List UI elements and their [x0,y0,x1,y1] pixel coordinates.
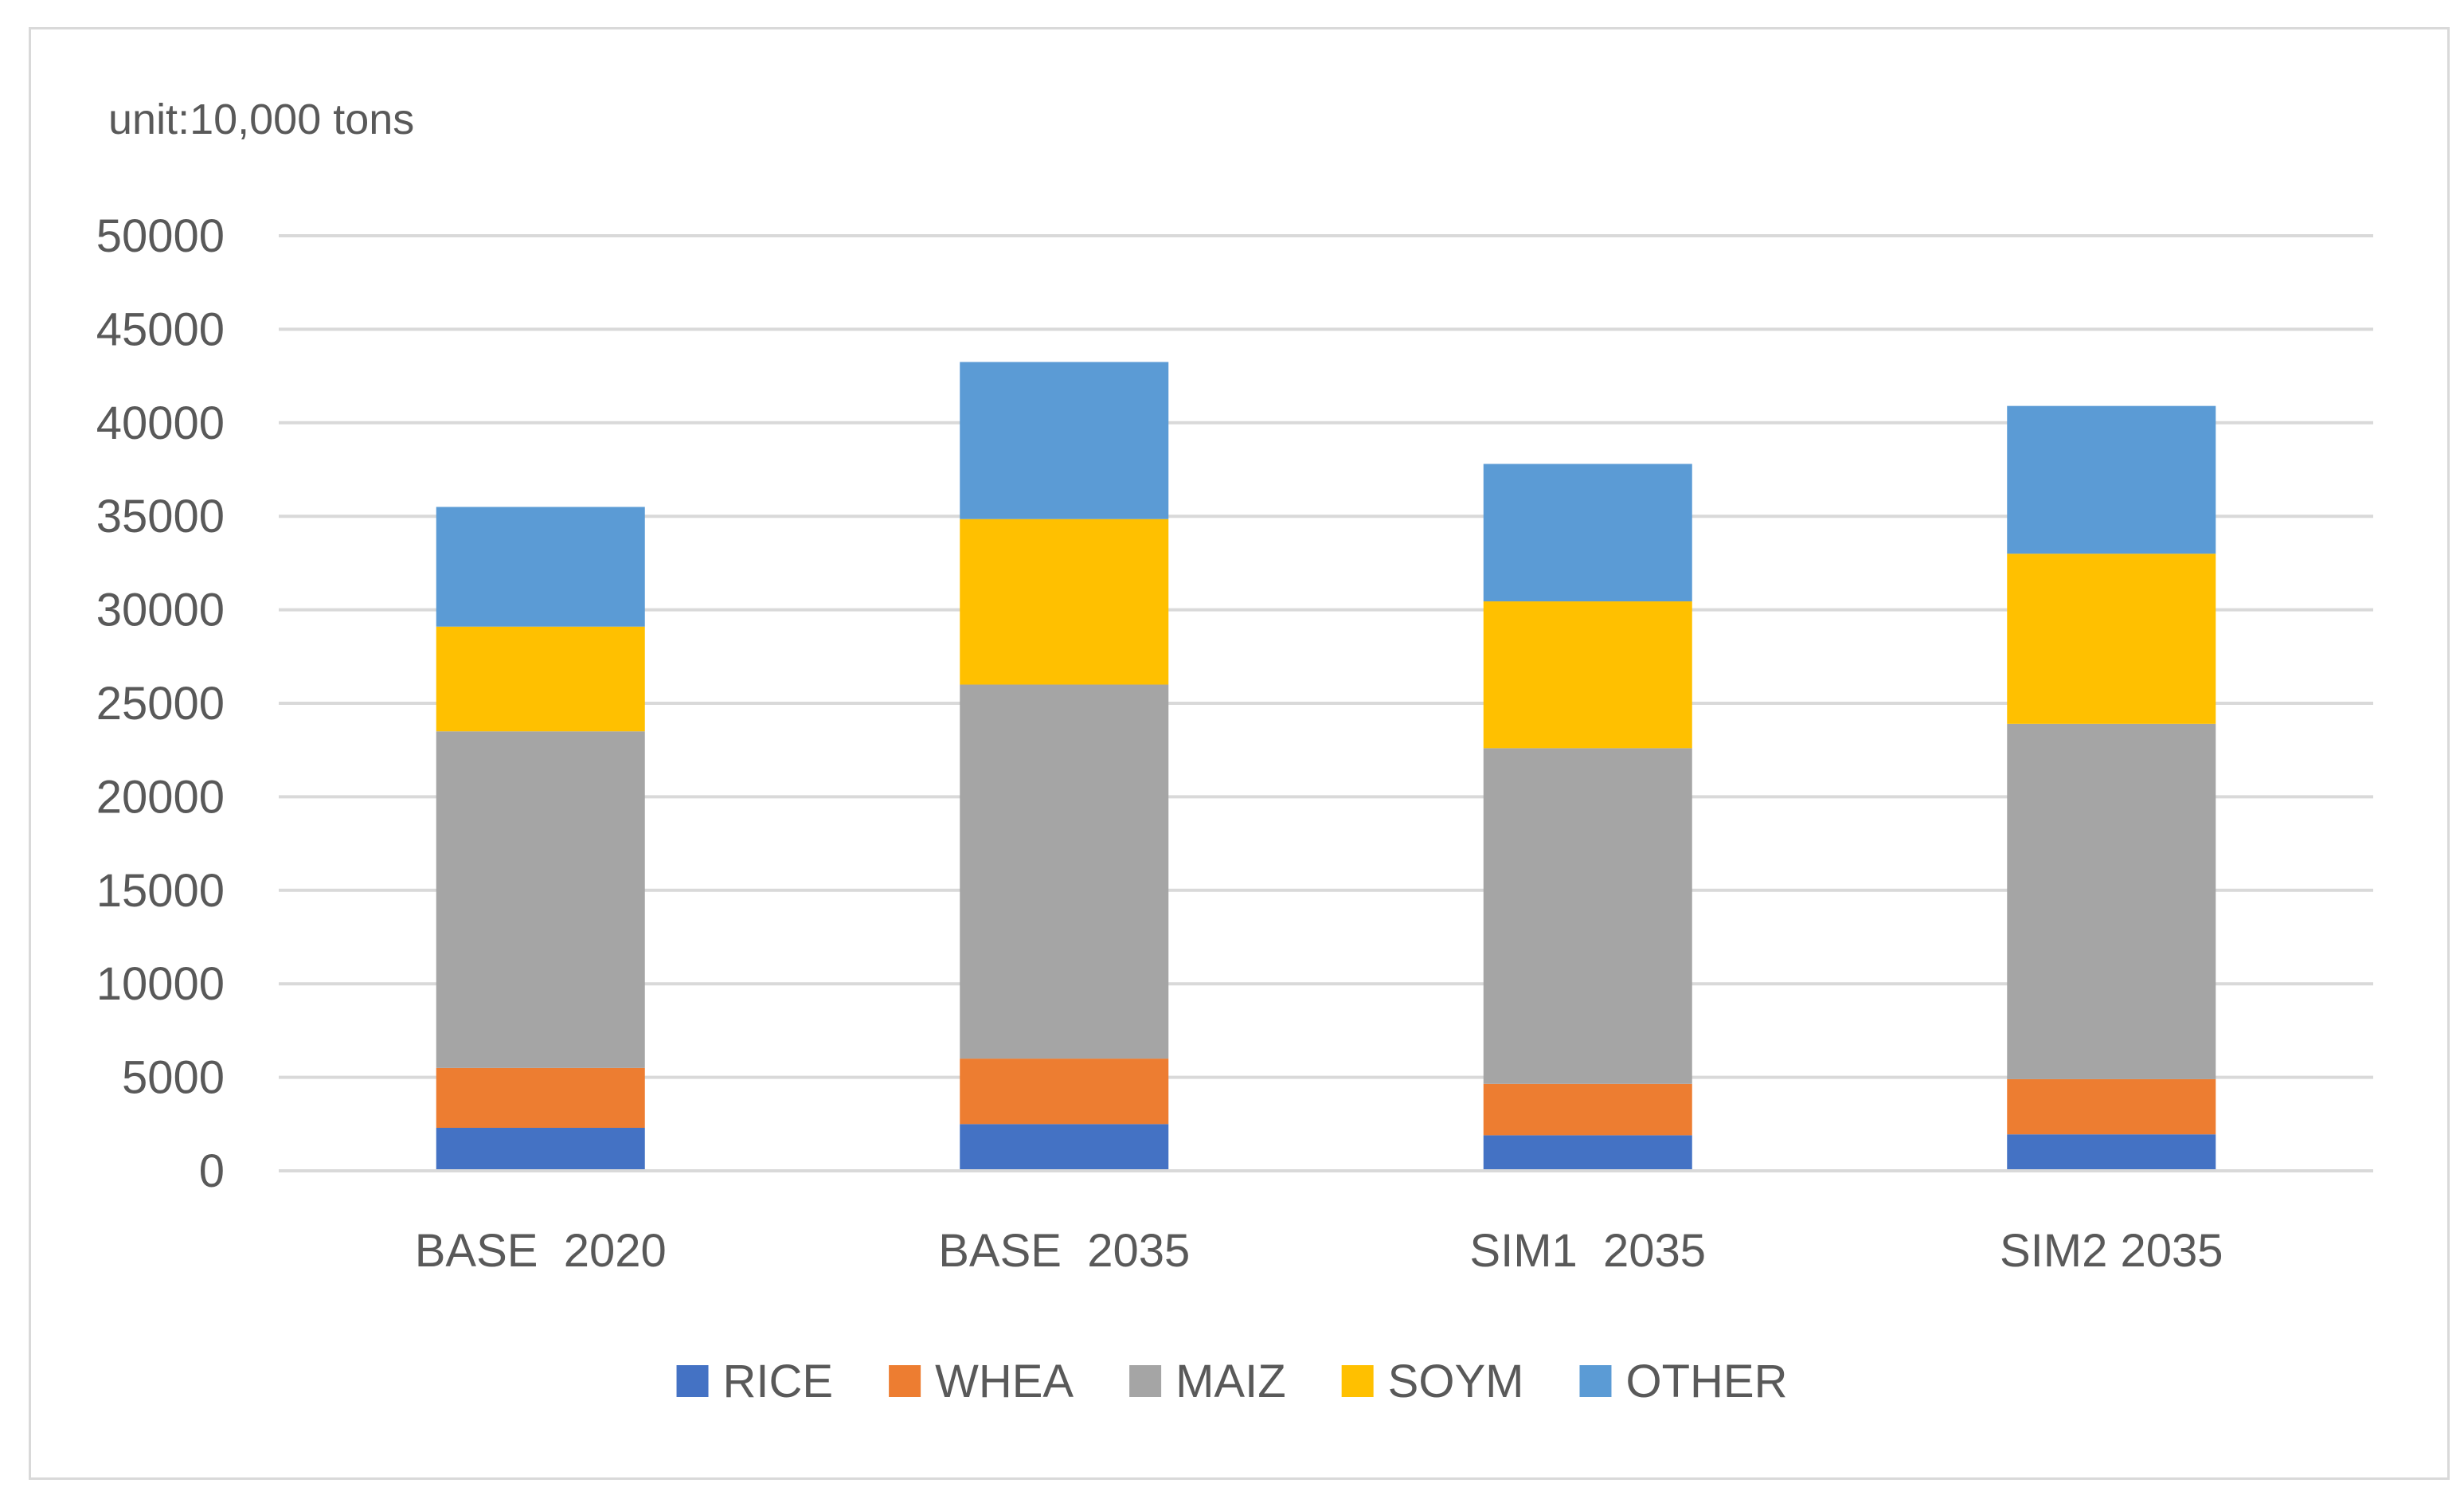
legend-label-rice: RICE [723,1356,834,1407]
x-category-label: BASE 2035 [938,1225,1190,1277]
bar-segment-other [1483,464,1692,602]
legend-label-soym: SOYM [1388,1356,1524,1407]
bar-segment-soym [436,626,645,732]
bar-segment-whea [960,1059,1169,1125]
bar-segment-soym [2007,554,2216,724]
bar-segment-rice [436,1127,645,1171]
legend-label-maiz: MAIZ [1175,1356,1286,1407]
bar-segment-whea [436,1067,645,1128]
legend-label-whea: WHEA [935,1356,1074,1407]
y-tick-label: 25000 [96,678,225,730]
bar-segment-rice [960,1124,1169,1171]
y-tick-label: 20000 [96,771,225,823]
x-axis-category-labels: BASE 2020 BASE 2035 SIM1 2035 SIM2 2035 [415,1225,2223,1277]
legend: RICE WHEA MAIZ SOYM OTHER [676,1356,1787,1407]
y-tick-label: 40000 [96,397,225,449]
y-tick-label: 30000 [96,585,225,636]
y-tick-label: 45000 [96,303,225,355]
y-tick-label: 0 [199,1145,225,1197]
bar-segment-maiz [960,684,1169,1059]
legend-swatch-other [1579,1365,1612,1397]
x-category-label: SIM1 2035 [1469,1225,1706,1277]
legend-swatch-whea [889,1365,921,1397]
bar-segment-other [436,507,645,627]
bar-segment-rice [2007,1134,2216,1171]
x-category-label: BASE 2020 [415,1225,667,1277]
bar-segment-maiz [2007,723,2216,1079]
legend-swatch-rice [676,1365,709,1397]
bar-segment-whea [2007,1078,2216,1135]
bars [436,362,2216,1171]
y-tick-label: 35000 [96,491,225,542]
legend-label-other: OTHER [1625,1356,1787,1407]
y-tick-label: 10000 [96,958,225,1010]
y-tick-label: 15000 [96,865,225,917]
x-category-label: SIM2 2035 [2000,1225,2223,1277]
bar-segment-maiz [1483,748,1692,1084]
bar-segment-other [960,362,1169,519]
y-tick-label: 5000 [122,1052,225,1104]
bar-segment-maiz [436,731,645,1068]
unit-label: unit:10,000 tons [108,96,414,143]
bar-segment-soym [1483,601,1692,749]
y-axis-tick-labels: 0 5000 10000 15000 20000 25000 30000 35000 40000… [96,210,225,1197]
bar-segment-rice [1483,1135,1692,1171]
bar-segment-whea [1483,1083,1692,1136]
y-tick-label: 50000 [96,210,225,262]
bar-segment-other [2007,405,2216,554]
legend-swatch-maiz [1129,1365,1162,1397]
bar-segment-soym [960,519,1169,685]
legend-swatch-soym [1341,1365,1374,1397]
